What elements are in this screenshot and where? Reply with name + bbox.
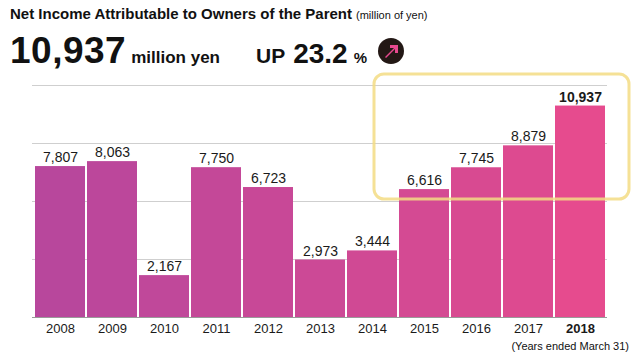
html-text:(Years ended March 31): (Years ended March 31) [511,340,629,352]
svg-text:10,937: 10,937 [559,89,602,105]
svg-text:2018: 2018 [566,321,595,336]
svg-text:8,879: 8,879 [511,128,546,144]
svg-text:2015: 2015 [410,321,439,336]
svg-text:2009: 2009 [98,321,127,336]
svg-text:6,616: 6,616 [407,172,442,188]
svg-text:2012: 2012 [254,321,283,336]
svg-text:2011: 2011 [203,321,231,336]
svg-text:6,723: 6,723 [251,170,286,186]
svg-text:8,063: 8,063 [95,144,130,160]
svg-text:2010: 2010 [150,321,179,336]
svg-text:2017: 2017 [514,321,543,336]
svg-text:2008: 2008 [46,321,75,336]
html-text:Net Income Attributable to Own: Net Income Attributable to Owners of the… [10,5,428,22]
svg-text:2014: 2014 [358,321,387,336]
svg-text:2,973: 2,973 [303,243,338,259]
html-text:10,937: 10,937 [10,30,127,71]
svg-text:3,444: 3,444 [355,233,390,249]
svg-text:2013: 2013 [306,321,335,336]
svg-text:2016: 2016 [462,321,491,336]
svg-text:2,167: 2,167 [147,258,182,274]
html-text:UP 23.2 %: UP 23.2 % [256,38,367,69]
svg-text:7,750: 7,750 [199,150,234,166]
html-text:million yen: million yen [131,48,220,67]
svg-text:7,745: 7,745 [459,150,494,166]
svg-text:7,807: 7,807 [43,149,78,165]
